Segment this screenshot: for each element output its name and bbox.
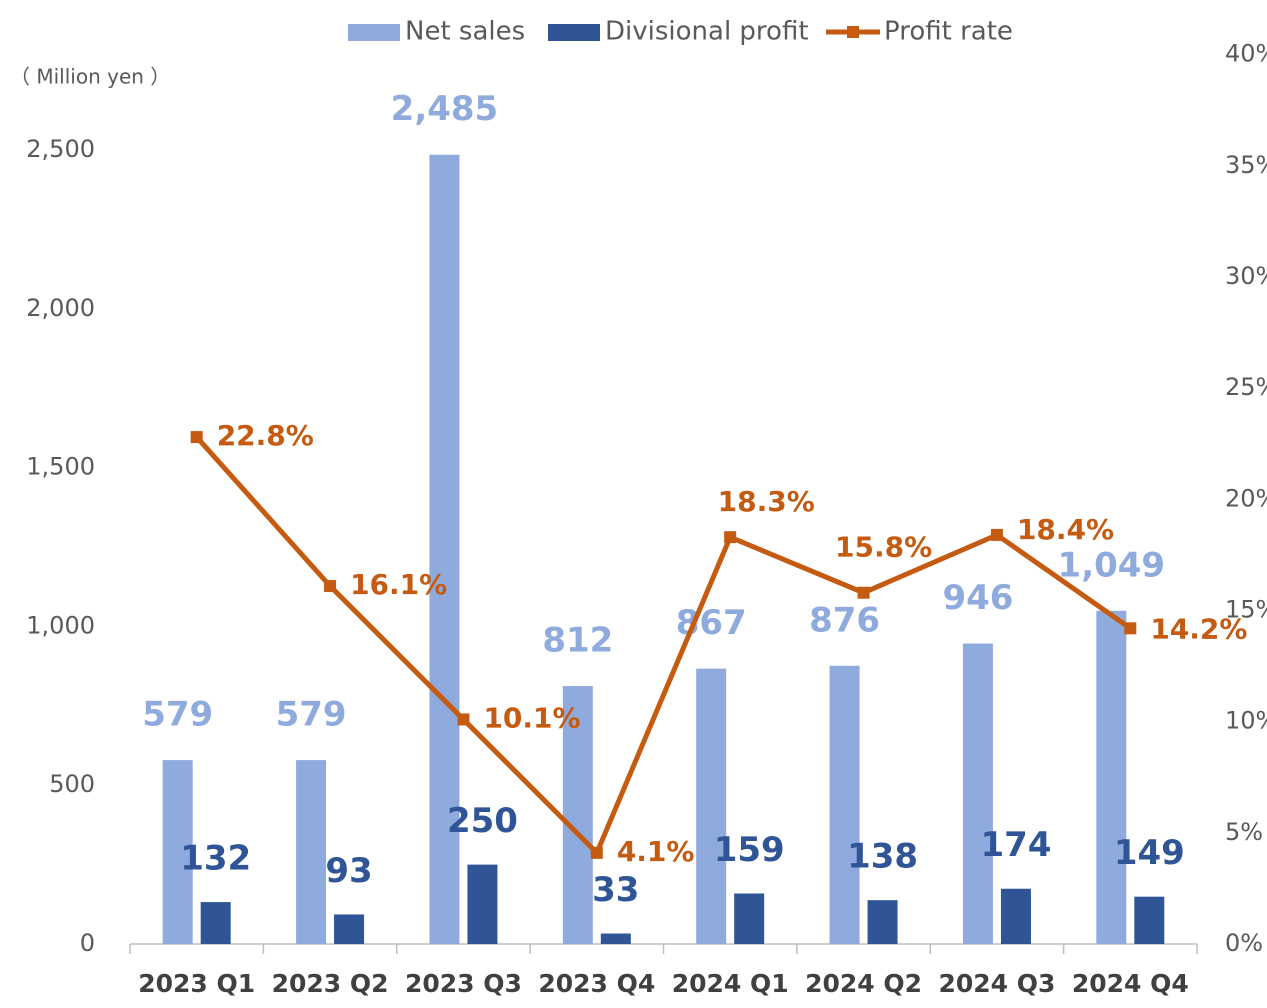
bar (429, 154, 460, 945)
y-axis-label: （ Million yen ） (10, 65, 170, 89)
y-tick-label: 500 (49, 770, 95, 798)
line (194, 435, 1132, 858)
x-tick-label: 2024 Q2 (805, 969, 922, 998)
data-label: 18.4% (1017, 513, 1114, 546)
y-tick-label: 1,500 (26, 453, 95, 481)
y-tick-label: 1,000 (26, 611, 95, 639)
data-label: 1,049 (1058, 545, 1166, 585)
x-tick-label: 2023 Q1 (138, 969, 255, 998)
bar (734, 893, 765, 944)
data-label: 579 (276, 695, 347, 735)
bar (962, 643, 993, 944)
bar (562, 686, 593, 944)
y2-tick-label: 10% (1225, 707, 1267, 735)
x-tick-label: 2023 Q4 (538, 969, 655, 998)
data-label: 876 (809, 600, 880, 640)
data-label: 33 (592, 870, 639, 910)
legend-swatch (847, 26, 859, 38)
y-tick-label: 2,000 (26, 294, 95, 322)
legend-swatch (348, 24, 400, 41)
legend-swatch (548, 24, 600, 41)
marker (324, 580, 337, 593)
legend-label: Profit rate (884, 17, 1013, 47)
marker (857, 586, 870, 599)
bar (200, 902, 231, 944)
legend-label: Net sales (405, 17, 525, 47)
bar (1000, 888, 1031, 944)
y2-tick-label: 15% (1225, 596, 1267, 624)
bar (867, 900, 898, 944)
marker (457, 713, 470, 726)
data-label: 16.1% (350, 568, 447, 601)
y-tick-label: 2,500 (26, 135, 95, 163)
data-label: 174 (980, 825, 1051, 865)
bar (829, 665, 860, 944)
data-label: 812 (542, 621, 613, 661)
y2-tick-label: 35% (1225, 151, 1267, 179)
y2-tick-label: 0% (1225, 929, 1263, 957)
marker (1124, 622, 1137, 635)
data-label: 18.3% (718, 485, 815, 518)
data-label: 149 (1114, 833, 1185, 873)
y2-tick-label: 30% (1225, 262, 1267, 290)
y2-tick-label: 5% (1225, 818, 1263, 846)
y2-tick-label: 25% (1225, 373, 1267, 401)
y-tick-label: 0 (80, 929, 95, 957)
marker (990, 528, 1003, 541)
x-tick-label: 2023 Q2 (272, 969, 389, 998)
data-label: 2,485 (391, 89, 499, 129)
x-tick-label: 2024 Q1 (672, 969, 789, 998)
marker (190, 431, 203, 444)
data-label: 946 (942, 578, 1013, 618)
data-label: 159 (714, 830, 785, 870)
data-label: 10.1% (483, 701, 580, 734)
x-tick-label: 2024 Q3 (938, 969, 1055, 998)
bar (1096, 610, 1127, 944)
data-label: 250 (447, 801, 518, 841)
bar (467, 864, 498, 944)
data-label: 132 (180, 839, 251, 879)
marker (590, 846, 603, 859)
bar (1134, 896, 1165, 944)
legend-label: Divisional profit (605, 17, 809, 47)
bar (600, 933, 631, 944)
data-label: 93 (325, 851, 372, 891)
bar (334, 914, 365, 944)
marker (724, 531, 737, 544)
data-label: 4.1% (617, 835, 695, 868)
y2-tick-label: 20% (1225, 484, 1267, 512)
data-label: 22.8% (217, 419, 314, 452)
x-tick-label: 2024 Q4 (1072, 969, 1189, 998)
data-label: 579 (142, 695, 213, 735)
x-tick-label: 2023 Q3 (405, 969, 522, 998)
data-label: 138 (847, 837, 918, 877)
data-label: 14.2% (1150, 612, 1247, 645)
bar (296, 760, 327, 944)
y2-tick-label: 40% (1225, 40, 1267, 68)
bar (162, 760, 193, 944)
data-label: 15.8% (835, 531, 932, 564)
bar (696, 668, 727, 944)
